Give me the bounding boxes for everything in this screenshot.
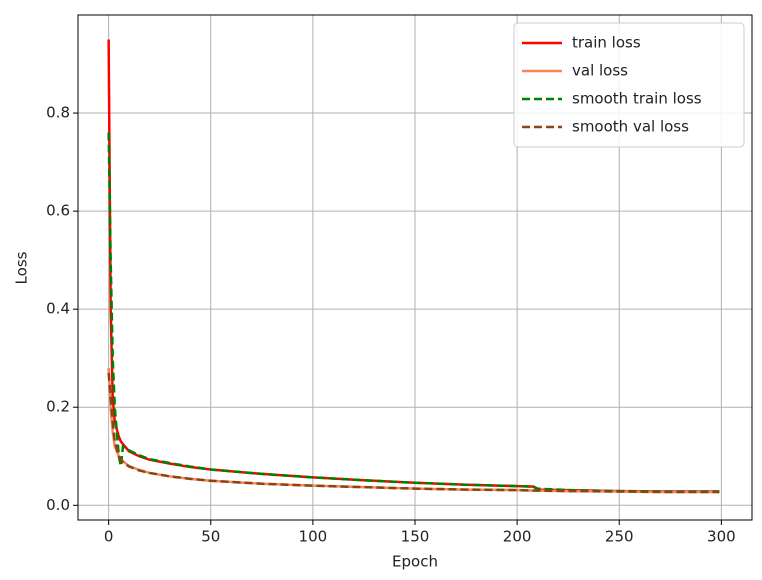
x-tick-label: 100 xyxy=(299,528,328,546)
legend-label: smooth val loss xyxy=(572,118,689,136)
y-axis-label: Loss xyxy=(13,251,31,284)
x-tick-label: 200 xyxy=(503,528,532,546)
series-line xyxy=(107,372,720,494)
x-tick-label: 250 xyxy=(605,528,634,546)
x-tick-label: 0 xyxy=(104,528,114,546)
y-tick-label: 0.0 xyxy=(46,496,70,514)
plot-frame xyxy=(77,14,753,521)
series-line xyxy=(107,367,720,494)
legend-label: smooth train loss xyxy=(572,90,702,108)
legend-label: val loss xyxy=(572,62,628,80)
x-tick-label: 300 xyxy=(707,528,736,546)
series-line xyxy=(107,132,720,493)
y-tick-label: 0.2 xyxy=(46,398,70,416)
x-axis-label: Epoch xyxy=(392,553,438,571)
y-tick-label: 0.8 xyxy=(46,104,70,122)
y-tick-label: 0.4 xyxy=(46,300,70,318)
x-tick-label: 50 xyxy=(201,528,220,546)
y-tick-label: 0.6 xyxy=(46,202,70,220)
legend-box xyxy=(513,22,745,148)
legend: train loss val loss smooth train loss smoot… xyxy=(513,22,745,148)
legend-label: train loss xyxy=(572,34,641,52)
x-tick-label: 150 xyxy=(401,528,430,546)
